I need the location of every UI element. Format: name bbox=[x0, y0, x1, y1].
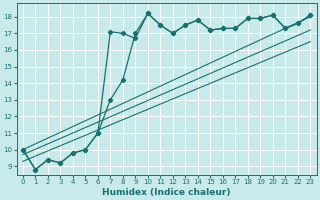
X-axis label: Humidex (Indice chaleur): Humidex (Indice chaleur) bbox=[102, 188, 231, 197]
